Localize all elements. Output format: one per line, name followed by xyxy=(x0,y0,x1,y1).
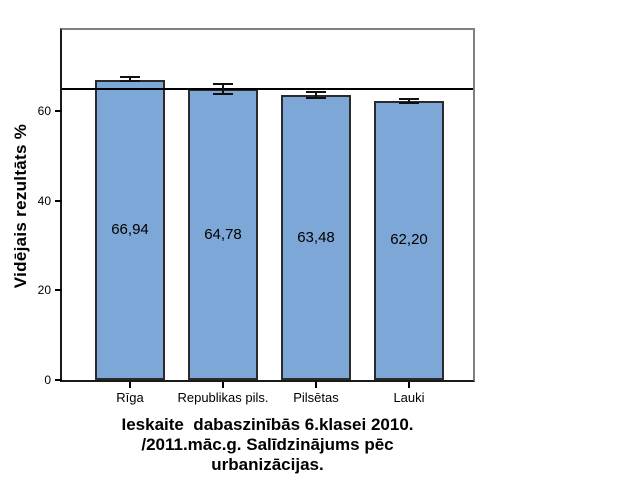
x-axis-tick-label: Lauki xyxy=(393,390,425,405)
chart-title-line-1: Ieskaite dabaszinībās 6.klasei 2010. xyxy=(121,415,414,434)
plot-area xyxy=(60,28,475,382)
chart-title: Ieskaite dabaszinībās 6.klasei 2010. /20… xyxy=(40,415,495,475)
y-axis-tick-label: 40 xyxy=(37,194,51,208)
error-bar-caps xyxy=(399,98,419,104)
error-bar-line xyxy=(129,76,131,82)
x-axis-tick xyxy=(129,382,131,388)
x-axis-tick-label: Pilsētas xyxy=(293,390,339,405)
x-axis-tick xyxy=(222,382,224,388)
bar-value-label: 64,78 xyxy=(204,226,242,243)
chart-title-line-2: /2011.māc.g. Salīdzinājums pēc xyxy=(141,435,394,454)
y-axis-tick-label: 0 xyxy=(44,373,51,387)
error-bar-line xyxy=(408,98,410,104)
y-axis-tick xyxy=(55,289,62,291)
bar xyxy=(281,95,351,380)
bar xyxy=(188,89,258,380)
x-axis-tick xyxy=(315,382,317,388)
x-axis-tick-label: Republikas pils. xyxy=(177,390,269,405)
y-axis-tick xyxy=(55,379,62,381)
reference-line xyxy=(62,88,473,90)
x-axis-tick-label: Rīga xyxy=(116,390,144,405)
bar-value-label: 62,20 xyxy=(390,231,428,248)
x-axis-tick xyxy=(408,382,410,388)
y-axis-tick xyxy=(55,200,62,202)
chart-title-line-3: urbanizācijas. xyxy=(211,455,324,474)
y-axis-tick-label: 20 xyxy=(37,283,51,297)
bar xyxy=(95,80,165,380)
error-bar-line xyxy=(315,91,317,99)
error-bar-line xyxy=(222,83,224,95)
y-axis-tick-label: 60 xyxy=(37,104,51,118)
bar-value-label: 66,94 xyxy=(111,221,149,238)
error-bar-caps xyxy=(306,91,326,99)
error-bar-caps xyxy=(213,83,233,95)
y-axis-tick xyxy=(55,110,62,112)
bar-value-label: 63,48 xyxy=(297,229,335,246)
error-bar-caps xyxy=(120,76,140,82)
bar xyxy=(374,101,444,380)
